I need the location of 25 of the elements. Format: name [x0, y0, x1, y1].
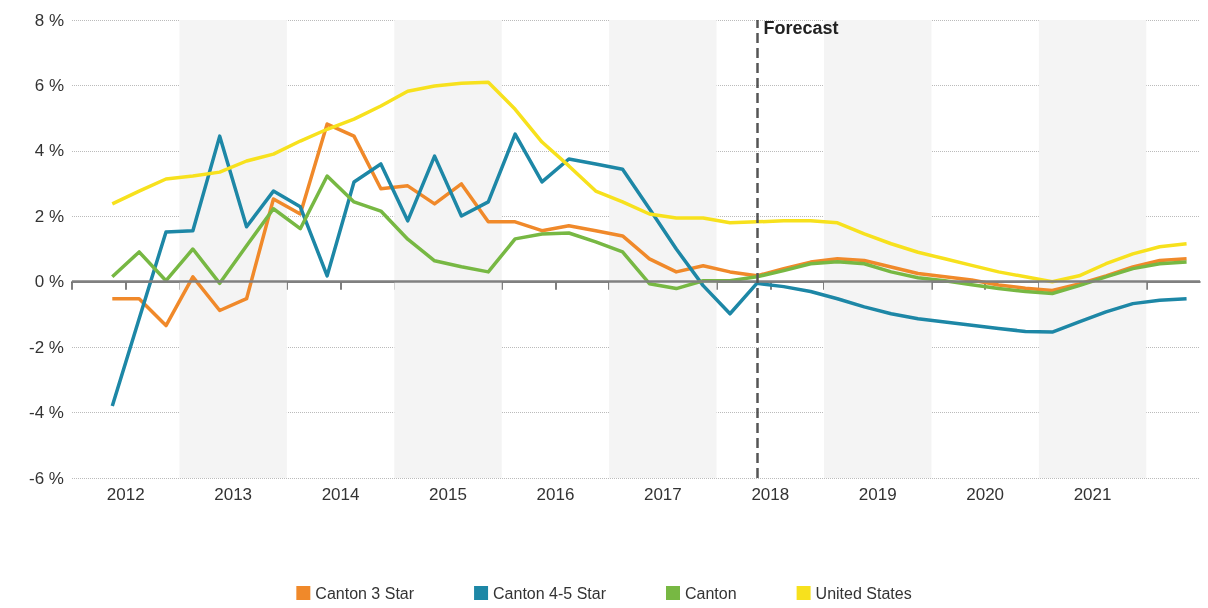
- x-tick-label: 2021: [1073, 485, 1112, 504]
- y-tick-label: 2 %: [34, 206, 64, 226]
- y-tick-label: -2 %: [29, 337, 64, 357]
- line-series: [110, 132, 1189, 408]
- legend-label: Canton: [685, 584, 737, 602]
- x-tick-label: 2013: [214, 485, 253, 504]
- legend-label: Canton 4-5 Star: [493, 584, 607, 602]
- x-tick-label: 2018: [751, 485, 790, 504]
- x-tick-label: 2019: [858, 485, 897, 504]
- y-tick-label: 0 %: [34, 272, 64, 292]
- x-tick-label: 2015: [429, 485, 467, 504]
- x-tick-label: 2012: [106, 485, 145, 504]
- x-tick-label: 2016: [536, 485, 575, 504]
- y-tick-label: 8 %: [34, 10, 64, 30]
- y-tick-label: -4 %: [29, 403, 64, 423]
- legend-label: United States: [815, 584, 912, 602]
- y-tick-label: 4 %: [34, 141, 64, 161]
- y-tick-label: -6 %: [29, 468, 64, 488]
- x-tick-label: 2020: [966, 485, 1005, 504]
- line-series: [110, 174, 1189, 296]
- y-tick-label: 6 %: [34, 75, 64, 95]
- ref-line-label: Forecast: [763, 18, 839, 38]
- x-tick-label: 2017: [643, 485, 682, 504]
- x-tick-label: 2014: [321, 485, 360, 504]
- legend-label: Canton 3 Star: [315, 584, 415, 602]
